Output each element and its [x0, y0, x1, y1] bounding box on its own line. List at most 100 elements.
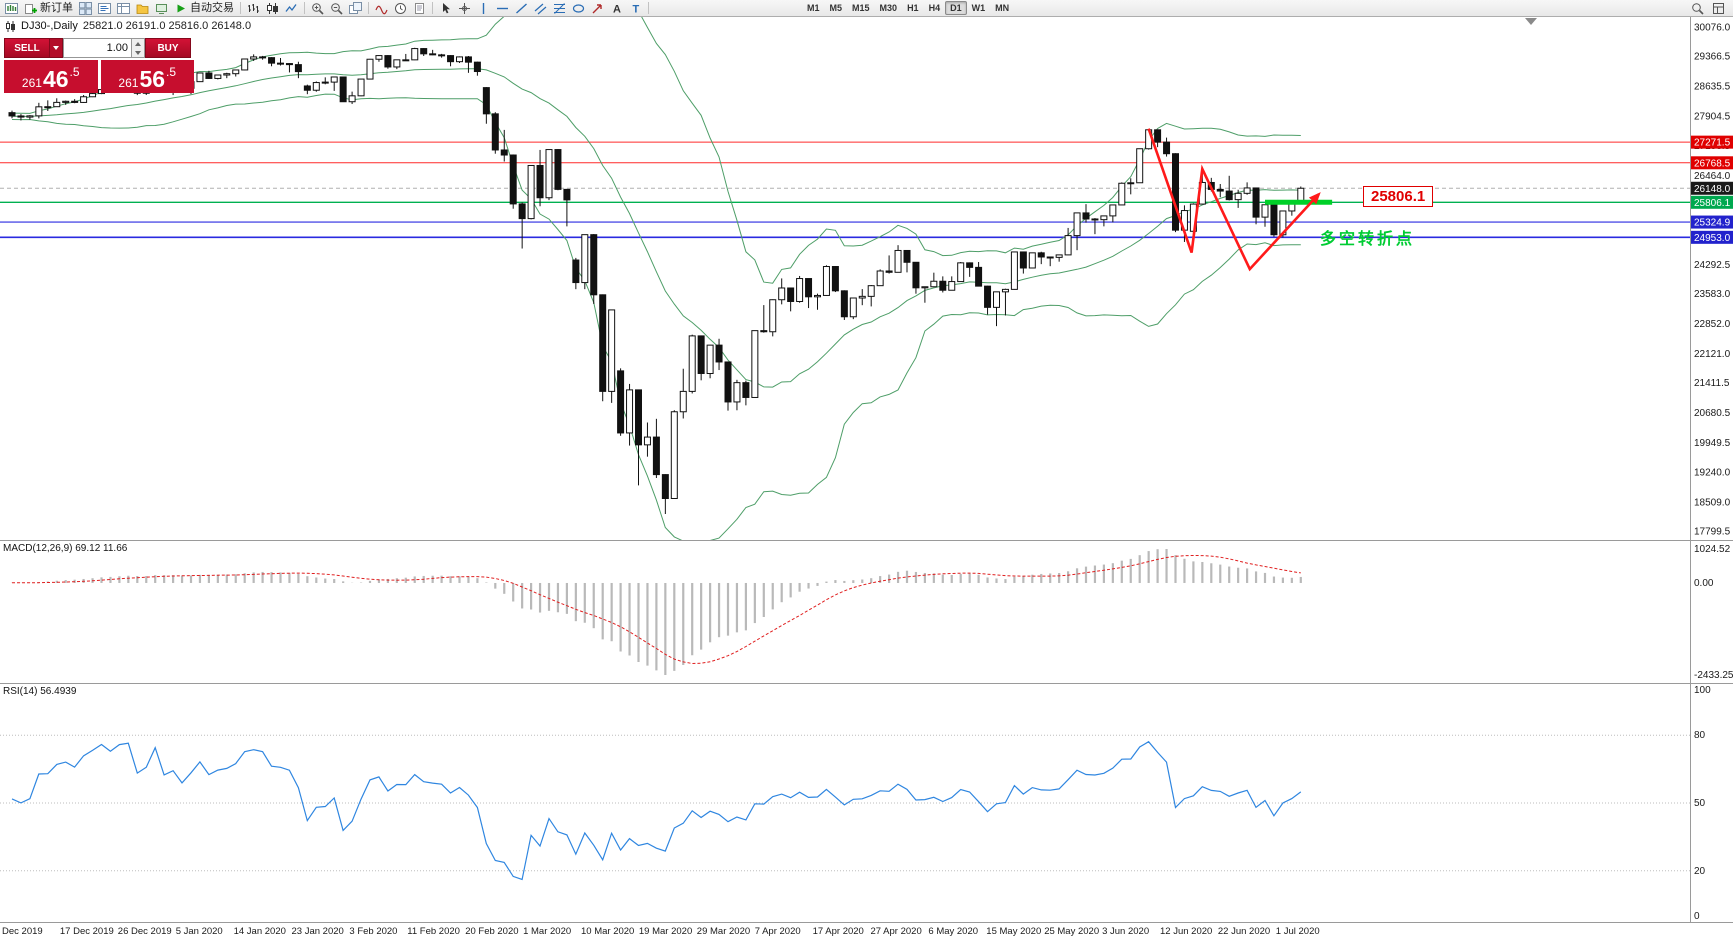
autotrading-button[interactable]: 自动交易: [171, 1, 237, 16]
trend-arrow-drawing[interactable]: [1147, 128, 1321, 272]
chart-shift-marker[interactable]: [1525, 18, 1537, 25]
one-click-order-row: SELL BUY: [4, 38, 194, 58]
timeframe-button-M5[interactable]: M5: [829, 2, 843, 13]
timeframe-button-D1[interactable]: D1: [945, 1, 967, 15]
volume-decrease-button[interactable]: [132, 48, 144, 57]
turning-point-label[interactable]: 多空转折点: [1320, 231, 1416, 248]
chart-window-button[interactable]: [2, 1, 21, 16]
sell-price-box[interactable]: 261 46.5: [4, 60, 98, 93]
svg-text:29366.5: 29366.5: [1694, 52, 1731, 63]
svg-text:22 Jun 2020: 22 Jun 2020: [1218, 926, 1270, 937]
timeframe-button-M15[interactable]: M15: [852, 2, 870, 13]
text-label-button[interactable]: T: [626, 1, 645, 16]
line-chart-button[interactable]: [282, 1, 301, 16]
svg-text:25324.9: 25324.9: [1694, 218, 1731, 229]
candle: [1252, 187, 1260, 225]
volume-input[interactable]: [63, 38, 132, 58]
data-window-button[interactable]: [114, 1, 133, 16]
buy-button[interactable]: BUY: [145, 38, 191, 58]
tile-windows-button[interactable]: [346, 1, 365, 16]
data-window-icon: [117, 2, 130, 15]
bar-chart-button[interactable]: [244, 1, 263, 16]
bollinger-middle-band: [11, 68, 1301, 388]
svg-text:11 Feb 2020: 11 Feb 2020: [407, 926, 460, 937]
volume-increase-button[interactable]: [132, 39, 144, 48]
periods-icon: [394, 2, 407, 15]
terminal-icon: [155, 2, 168, 15]
price-level-annotation[interactable]: 25806.1: [1363, 186, 1434, 207]
candle: [814, 293, 821, 310]
candle: [679, 368, 687, 419]
candle: [885, 255, 893, 274]
crosshair-button[interactable]: [455, 1, 474, 16]
volume-dropdown[interactable]: [50, 38, 63, 58]
timeframe-button-H1[interactable]: H1: [907, 2, 919, 13]
candle: [473, 61, 481, 76]
svg-text:3 Feb 2020: 3 Feb 2020: [349, 926, 397, 937]
market-watch-button[interactable]: [95, 1, 114, 16]
candle: [393, 59, 401, 70]
timeframe-button-M1[interactable]: M1: [807, 2, 820, 13]
macd-indicator-label: MACD(12,26,9) 69.12 11.66: [3, 543, 128, 554]
candle: [330, 76, 338, 91]
candle: [1118, 182, 1126, 206]
zoom-in-button[interactable]: [308, 1, 327, 16]
candle: [285, 63, 293, 73]
periods-button[interactable]: [391, 1, 410, 16]
vertical-line-button[interactable]: [474, 1, 493, 16]
layout-button[interactable]: [1709, 1, 1728, 16]
shapes-button[interactable]: [569, 1, 588, 16]
chevron-up-icon: [135, 41, 141, 46]
candle: [1010, 251, 1018, 290]
candle: [8, 110, 16, 119]
candle: [1073, 212, 1081, 251]
svg-text:6 May 2020: 6 May 2020: [928, 926, 978, 937]
timeframe-button-W1[interactable]: W1: [971, 2, 986, 13]
candle: [62, 100, 70, 105]
rsi-indicator-label: RSI(14) 56.4939: [3, 686, 77, 697]
candle: [402, 53, 410, 62]
bar-chart-icon: [247, 2, 260, 15]
timeframe-button-H4[interactable]: H4: [928, 2, 941, 13]
templates-button[interactable]: [410, 1, 429, 16]
macd-axis-label: -2433.25: [1694, 670, 1733, 681]
main-toolbar: 新订单 自动交易 A T M1 M5 M15 M30 H1 H4 D1 W1 MN: [0, 0, 1733, 17]
time-axis[interactable]: Dec 2019 17 Dec 2019 26 Dec 2019 5 Jan 2020…: [2, 926, 1320, 937]
sell-button[interactable]: SELL: [4, 38, 50, 58]
svg-text:26 Dec 2019: 26 Dec 2019: [118, 926, 172, 937]
text-label-icon: T: [629, 2, 642, 15]
trendline-button[interactable]: [512, 1, 531, 16]
new-order-icon: [24, 2, 37, 15]
candlestick-chart-button[interactable]: [263, 1, 282, 16]
cursor-button[interactable]: [436, 1, 455, 16]
fibonacci-icon: [553, 2, 566, 15]
svg-text:24953.0: 24953.0: [1694, 233, 1731, 244]
svg-text:27 Apr 2020: 27 Apr 2020: [871, 926, 922, 937]
channel-button[interactable]: [531, 1, 550, 16]
navigator-button[interactable]: [133, 1, 152, 16]
candle: [796, 275, 804, 303]
candle: [196, 72, 204, 83]
candle: [1127, 178, 1135, 195]
horizontal-line-button[interactable]: [493, 1, 512, 16]
zoom-out-button[interactable]: [327, 1, 346, 16]
buy-price-box[interactable]: 261 56.5: [100, 60, 194, 93]
charts-grid-icon: [79, 1, 92, 15]
arrows-button[interactable]: [588, 1, 607, 16]
timeframe-button-M30[interactable]: M30: [879, 2, 898, 13]
text-button[interactable]: A: [607, 1, 626, 16]
timeframe-button-MN[interactable]: MN: [995, 2, 1010, 13]
candle: [375, 55, 383, 62]
candle: [912, 261, 920, 294]
fibonacci-button[interactable]: [550, 1, 569, 16]
price-axis[interactable]: 30076.029366.528635.527904.527193.526464…: [1694, 23, 1731, 538]
search-button[interactable]: [1688, 1, 1707, 16]
new-order-button[interactable]: 新订单: [21, 1, 76, 16]
candle: [1037, 251, 1045, 265]
candle: [751, 330, 759, 398]
indicators-button[interactable]: [372, 1, 391, 16]
charts-grid-button[interactable]: [76, 1, 95, 16]
terminal-button[interactable]: [152, 1, 171, 16]
